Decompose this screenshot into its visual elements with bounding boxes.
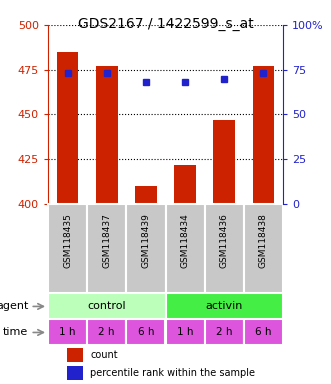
Bar bbox=[213, 120, 235, 204]
Bar bbox=[166, 204, 205, 293]
Text: time: time bbox=[3, 328, 28, 338]
Bar bbox=[48, 293, 166, 319]
Bar bbox=[174, 165, 196, 204]
Bar bbox=[135, 186, 157, 204]
Text: GSM118435: GSM118435 bbox=[63, 213, 72, 268]
Bar bbox=[67, 348, 83, 362]
Bar bbox=[57, 52, 78, 204]
Text: 1 h: 1 h bbox=[59, 328, 76, 338]
Bar bbox=[87, 319, 126, 346]
Text: 2 h: 2 h bbox=[99, 328, 115, 338]
Text: GSM118438: GSM118438 bbox=[259, 213, 268, 268]
Text: activin: activin bbox=[206, 301, 243, 311]
Text: 6 h: 6 h bbox=[138, 328, 154, 338]
Bar bbox=[48, 319, 87, 346]
Bar bbox=[48, 204, 87, 293]
Text: GSM118437: GSM118437 bbox=[102, 213, 111, 268]
Bar bbox=[166, 319, 205, 346]
Text: percentile rank within the sample: percentile rank within the sample bbox=[90, 368, 255, 378]
Text: 6 h: 6 h bbox=[255, 328, 272, 338]
Text: 2 h: 2 h bbox=[216, 328, 232, 338]
Bar bbox=[87, 204, 126, 293]
Bar bbox=[166, 293, 283, 319]
Bar bbox=[205, 204, 244, 293]
Bar bbox=[244, 204, 283, 293]
Bar bbox=[96, 66, 118, 204]
Text: control: control bbox=[87, 301, 126, 311]
Text: GSM118439: GSM118439 bbox=[141, 213, 150, 268]
Text: 1 h: 1 h bbox=[177, 328, 193, 338]
Text: agent: agent bbox=[0, 301, 28, 311]
Bar bbox=[205, 319, 244, 346]
Bar bbox=[67, 366, 83, 380]
Text: GSM118434: GSM118434 bbox=[181, 213, 190, 268]
Bar bbox=[126, 204, 166, 293]
Text: GSM118436: GSM118436 bbox=[220, 213, 229, 268]
Bar bbox=[244, 319, 283, 346]
Bar bbox=[253, 66, 274, 204]
Bar bbox=[126, 319, 166, 346]
Text: count: count bbox=[90, 350, 118, 360]
Text: GDS2167 / 1422599_s_at: GDS2167 / 1422599_s_at bbox=[78, 17, 253, 31]
